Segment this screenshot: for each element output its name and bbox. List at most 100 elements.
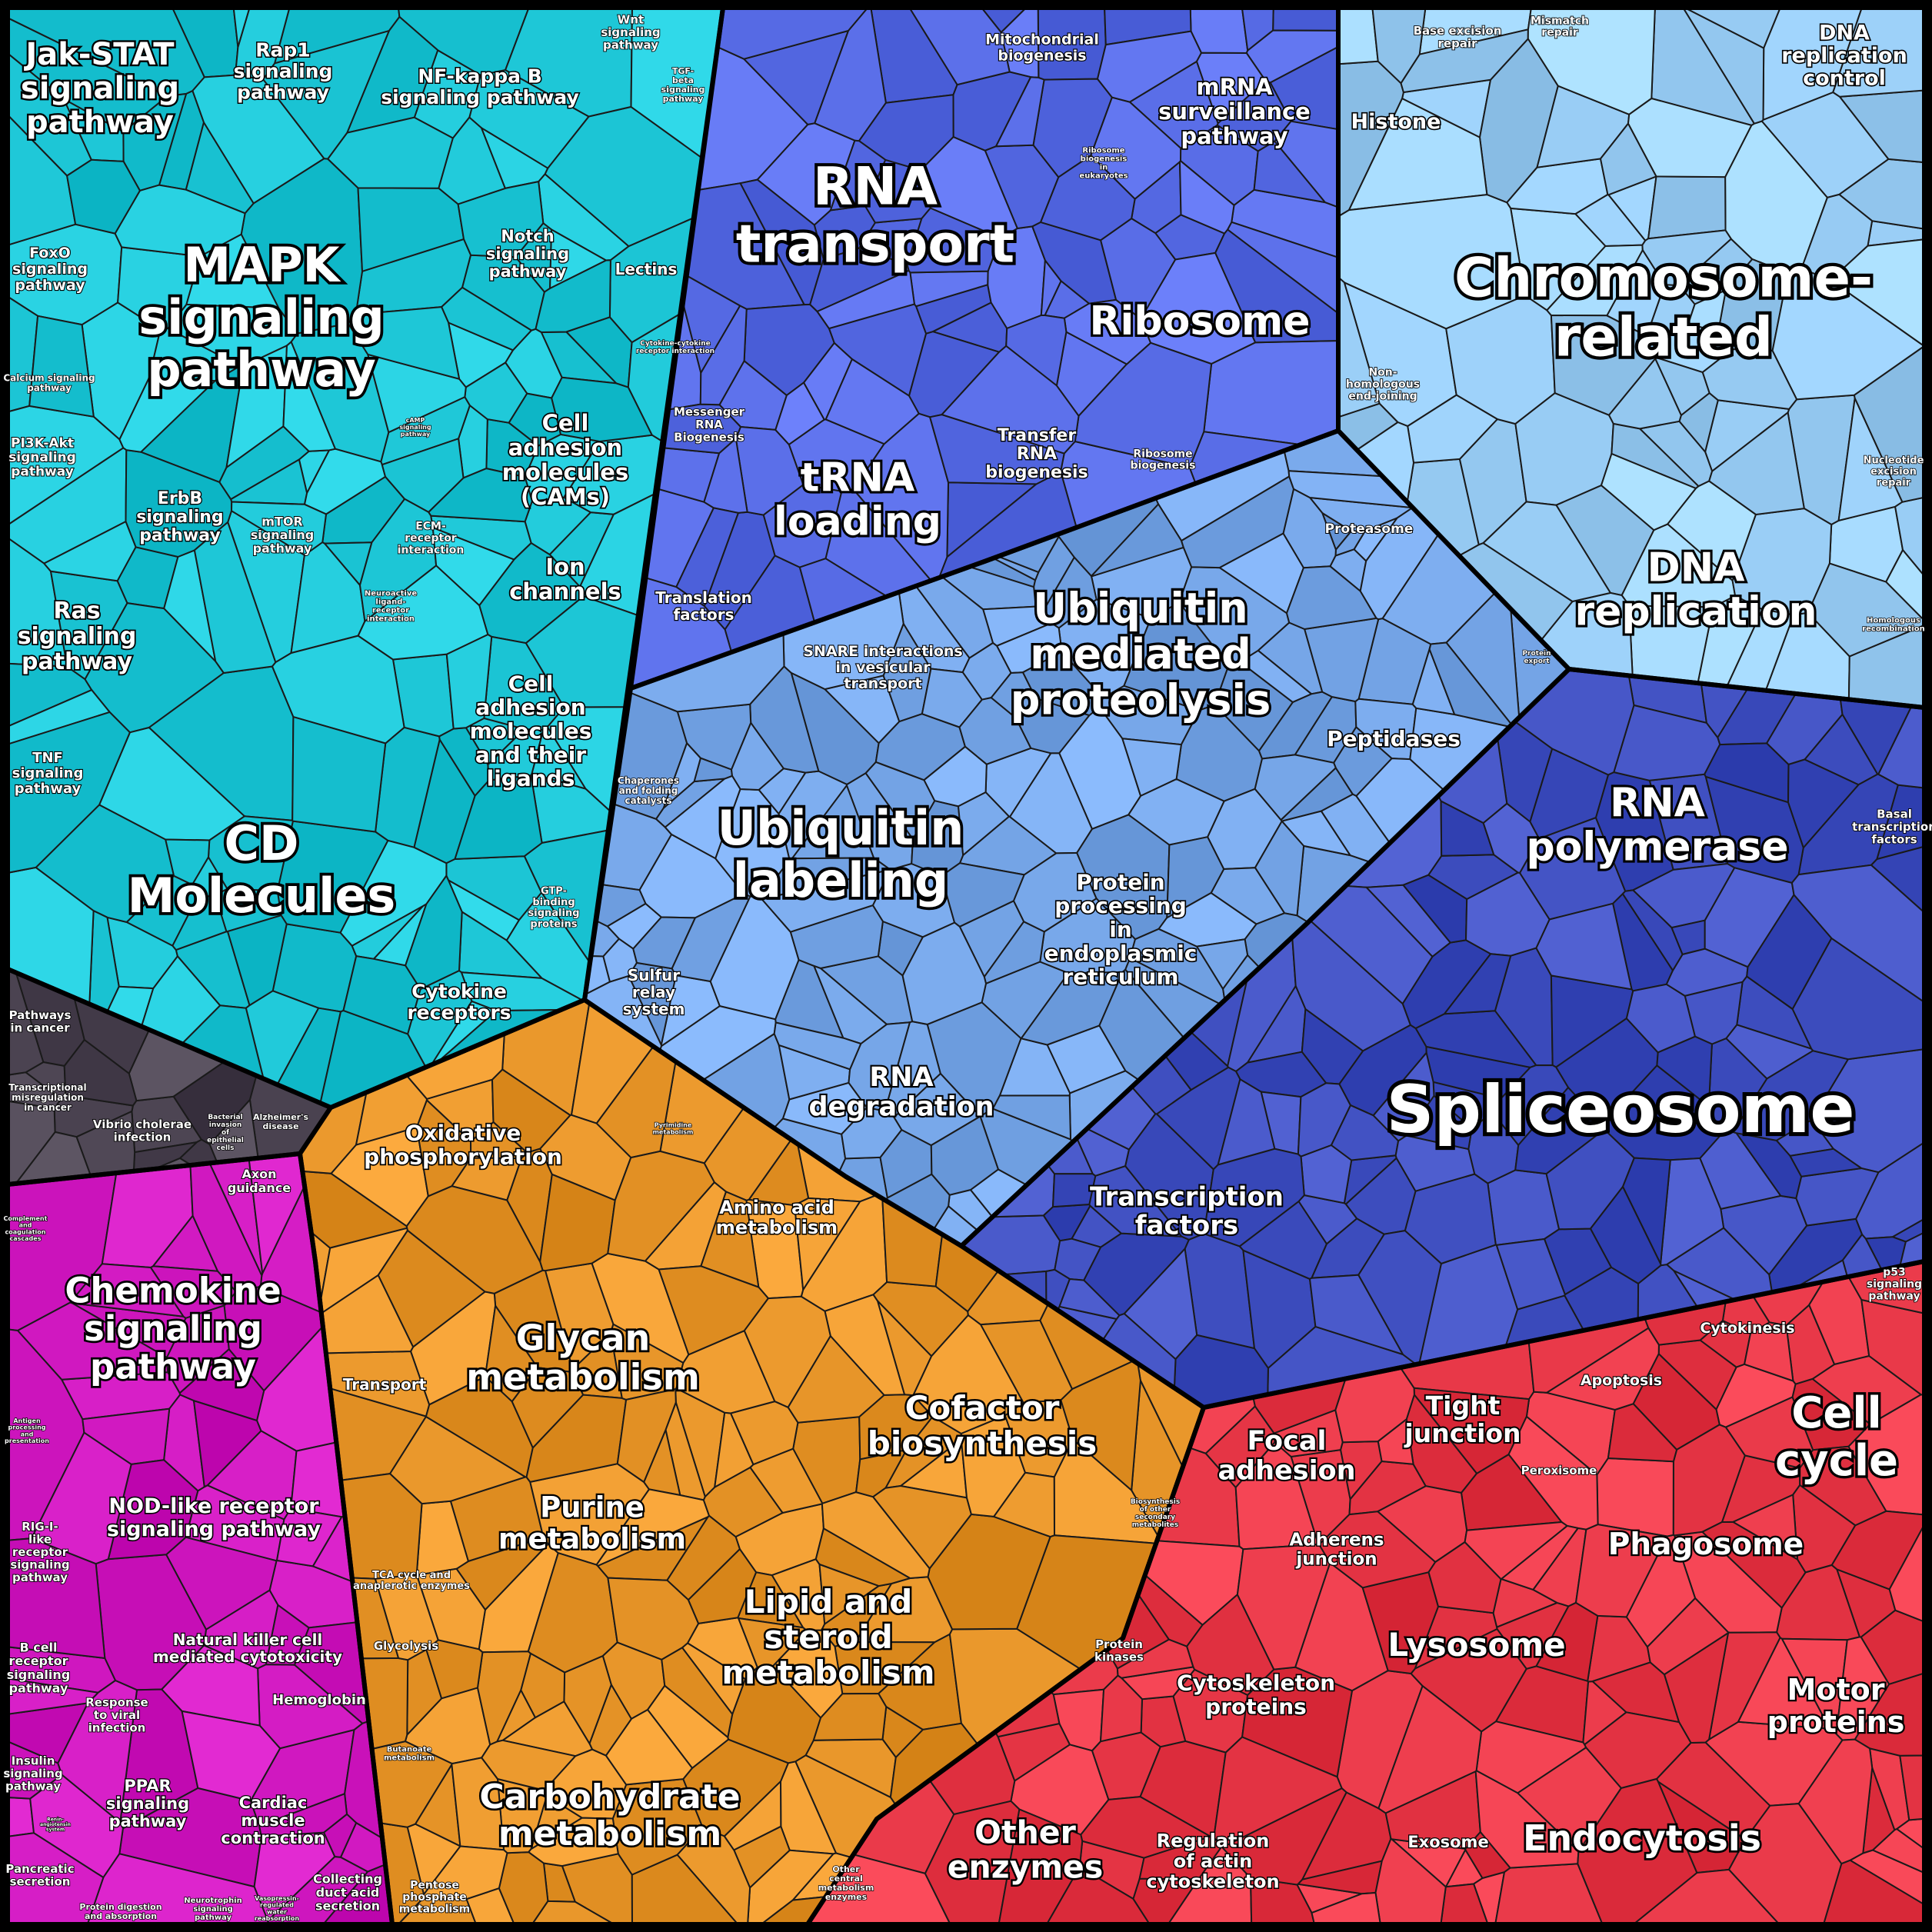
cell-rna [816,269,916,330]
label-ribosome: Ribosome [1090,298,1311,345]
label-line: biogenesis [985,463,1088,482]
label-line: TCA cycle and [372,1569,451,1581]
label-line: signaling [84,1308,262,1349]
label-line: Protein [1076,869,1164,894]
cell-metabolism [687,1547,758,1625]
label-line: ECM- [415,521,446,533]
label-lipid: Lipid and steroid metabolism [721,1582,934,1690]
label-collecting: Collecting duct acid secretion [313,1871,382,1913]
label-mtor: mTOR signaling pathway [251,514,314,555]
label-glycan: Glycan metabolism [466,1317,700,1398]
label-viral: Response to viral infection [85,1696,148,1735]
label-line: cascades [10,1235,42,1242]
label-line: Cytokine [411,980,507,1002]
cell-signaling [66,158,142,235]
cell-rna [824,358,920,445]
label-line: metabolism [653,1128,694,1135]
label-protein-export: Protein export [1522,650,1551,665]
cell-cellular [1377,1684,1483,1814]
label-ribo-bio: Ribosome biogenesis [1131,448,1196,471]
label-line: metabolism [721,1654,934,1691]
label-line: ligands [487,765,575,791]
label-line: Cytoskeleton [1177,1670,1335,1695]
label-line: endoplasmic [1044,940,1198,965]
label-line: FoxO [29,245,71,261]
label-tf: Transcription factors [1090,1181,1284,1241]
cell-signaling [347,306,461,381]
label-line: epithelial [207,1137,244,1144]
label-line: Ubiquitin [718,799,964,855]
label-line: signaling [18,623,137,650]
label-cytokine-cytokine: Cytokine-cytokine receptor interaction [636,340,715,355]
cell-rna [662,403,742,455]
label-ubiq-label: Ubiquitin labeling [718,799,964,908]
label-line: RIG-I- [22,1520,58,1534]
label-line: RNA [1017,445,1057,464]
label-line: Other [974,1814,1076,1850]
label-other-central: Other central metabolism enzymes [818,1864,874,1901]
cell-disease [63,1038,138,1107]
cell-immune [189,1162,263,1293]
label-line: cells [217,1144,235,1152]
cell-signaling [407,969,473,1068]
label-line: Cytokine-cytokine [640,340,711,348]
label-ribo-bio-euk: Ribosome biogenesis in eukaryotes [1079,146,1128,180]
label-ras: Ras signaling pathway [18,598,137,675]
cell-transcription [1656,1035,1713,1108]
label-line: SNARE interactions [803,643,962,660]
label-line: relay [632,983,675,1001]
group-border-cellular [805,1259,1927,1927]
label-p53: p53 signaling pathway [1867,1267,1922,1303]
label-actin: Regulation of actin cytoskeleton [1146,1830,1279,1893]
label-histone: Histone [1351,110,1441,134]
label-calcium: Calcium signaling pathway [3,372,95,393]
label-cd: CD Molecules [128,814,396,923]
label-line: GTP- [541,885,567,897]
label-line: pathway [195,1914,232,1922]
label-line: metabolism [384,1754,435,1762]
label-line: tRNA [801,455,915,501]
label-line: (CAMs) [521,484,610,510]
cell-metabolism [818,1563,881,1626]
label-purine: Purine metabolism [498,1491,686,1555]
label-dna-rep: DNA replication [1574,545,1817,635]
label-base-excision: Base excision repair [1414,24,1502,51]
label-foxo: FoxO signaling pathway [12,245,88,294]
cell-metabolism [855,1448,908,1498]
label-lectins: Lectins [615,260,678,278]
label-line: pathway [15,277,85,294]
label-line: in [1100,163,1108,172]
label-wnt: Wnt signaling pathway [601,13,660,52]
label-complement: Complement and coagulation cascades [4,1214,48,1241]
label-erbb: ErbB signaling pathway [136,488,223,545]
cell-chromosome [1599,122,1657,196]
label-line: Molecules [128,868,396,924]
label-line: Rap1 [255,38,310,61]
cell-signaling [185,233,280,309]
label-line: transport [736,214,1014,275]
label-line: Insulin [12,1754,55,1768]
cell-transcription [1589,1185,1662,1285]
label-line: receptor [405,532,457,545]
label-line: of actin [1174,1850,1253,1872]
cell-protein [841,1107,903,1160]
label-jak-stat: Jak-STAT signaling pathway [21,37,179,140]
label-protein-er: Protein processing in endoplasmic reticulum [1044,869,1198,989]
label-line: metabolism [716,1217,838,1238]
label-line: duct acid [316,1885,380,1900]
cell-metabolism [723,1779,782,1851]
label-line: Lipid and [744,1582,913,1620]
label-axon: Axon guidance [228,1167,291,1195]
label-line: pathway [109,1812,187,1830]
label-line: excision [1870,466,1917,478]
label-line: signaling [399,424,431,431]
label-line: ligand- [375,598,405,606]
label-line: pathway [27,383,72,394]
cell-chromosome [1666,480,1757,582]
cell-chromosome [1641,229,1733,287]
label-line: pathway [489,262,567,281]
label-pathways-cancer: Pathways in cancer [9,1008,72,1035]
label-line: biogenesis [1131,460,1196,472]
cell-signaling [551,376,654,443]
